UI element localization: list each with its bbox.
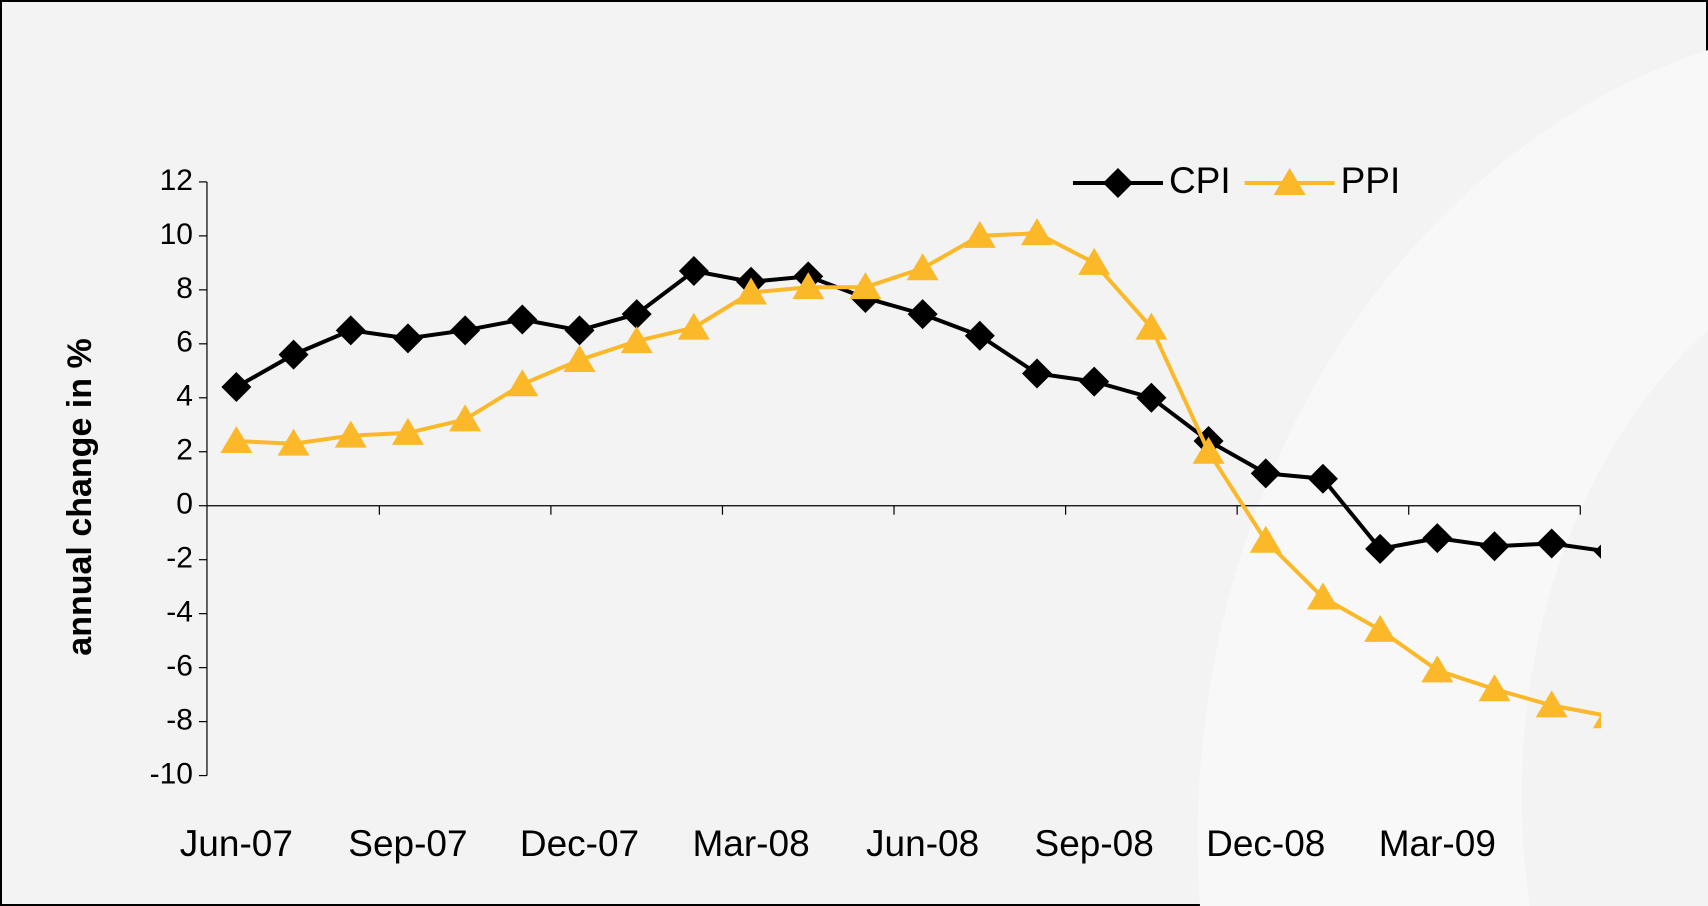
data-point [1592,714,1601,729]
data-point [1136,382,1167,413]
y-tick-label: 8 [176,272,193,305]
data-point [1249,525,1282,553]
data-point [1192,436,1225,464]
data-point [450,315,481,346]
data-point [334,420,367,448]
data-point [1364,614,1397,642]
data-point [1022,358,1052,389]
data-point [849,272,882,300]
x-tick-label: Dec-07 [520,823,639,864]
data-point [392,323,423,354]
data-point [678,255,709,286]
data-point [278,339,309,370]
data-point [1422,523,1453,554]
x-tick-label: Jun-08 [866,823,979,864]
x-tick-label: Sep-08 [1035,823,1154,864]
data-point [563,345,596,373]
data-point [1421,655,1454,683]
y-tick-label: -2 [166,542,193,575]
data-point [1535,690,1568,718]
x-tick-label: Mar-09 [1379,823,1496,864]
x-tick-label: Mar-08 [692,823,809,864]
y-tick-label: -8 [166,704,193,737]
legend-label: PPI [1341,160,1401,201]
data-point [621,299,652,330]
data-point [506,369,539,397]
x-tick-label: Sep-07 [348,823,467,864]
data-point [964,320,995,351]
data-point [507,304,538,335]
data-point [1135,312,1168,340]
data-point [564,315,595,346]
data-point [1365,533,1396,564]
y-tick-label: 6 [176,326,193,359]
data-point [906,253,939,281]
data-point [1306,582,1339,610]
data-point [1536,528,1567,559]
data-point [735,277,768,305]
data-point [1479,531,1510,562]
y-tick-label: 2 [176,434,193,467]
y-tick-label: -10 [150,757,193,790]
data-point [1593,544,1601,559]
legend-marker [1102,168,1133,198]
data-point [1250,458,1281,489]
data-point [391,417,424,445]
data-point [620,326,653,354]
legend-marker [1273,168,1306,195]
y-tick-label: 12 [160,164,193,197]
data-point [792,272,825,300]
data-point [963,220,996,248]
x-tick-label: Dec-08 [1206,823,1325,864]
x-tick-label: Jun-07 [180,823,293,864]
data-point [221,371,252,402]
y-tick-label: -6 [166,650,193,683]
data-point [907,299,938,330]
y-axis-label: annual change in % [61,338,99,655]
data-point [220,425,253,453]
y-tick-label: -4 [166,596,193,629]
data-point [1478,674,1511,702]
data-point [335,315,366,346]
data-point [677,312,710,340]
data-point [277,428,310,456]
data-point [1307,463,1338,494]
data-point [449,404,482,432]
data-point [1021,218,1053,246]
background-arc [1521,330,1708,906]
y-tick-label: 0 [176,488,193,521]
y-tick-label: 4 [176,380,193,413]
y-tick-label: 10 [160,218,193,251]
data-point [1079,366,1110,397]
data-point [1078,247,1111,275]
legend-label: CPI [1169,160,1231,201]
